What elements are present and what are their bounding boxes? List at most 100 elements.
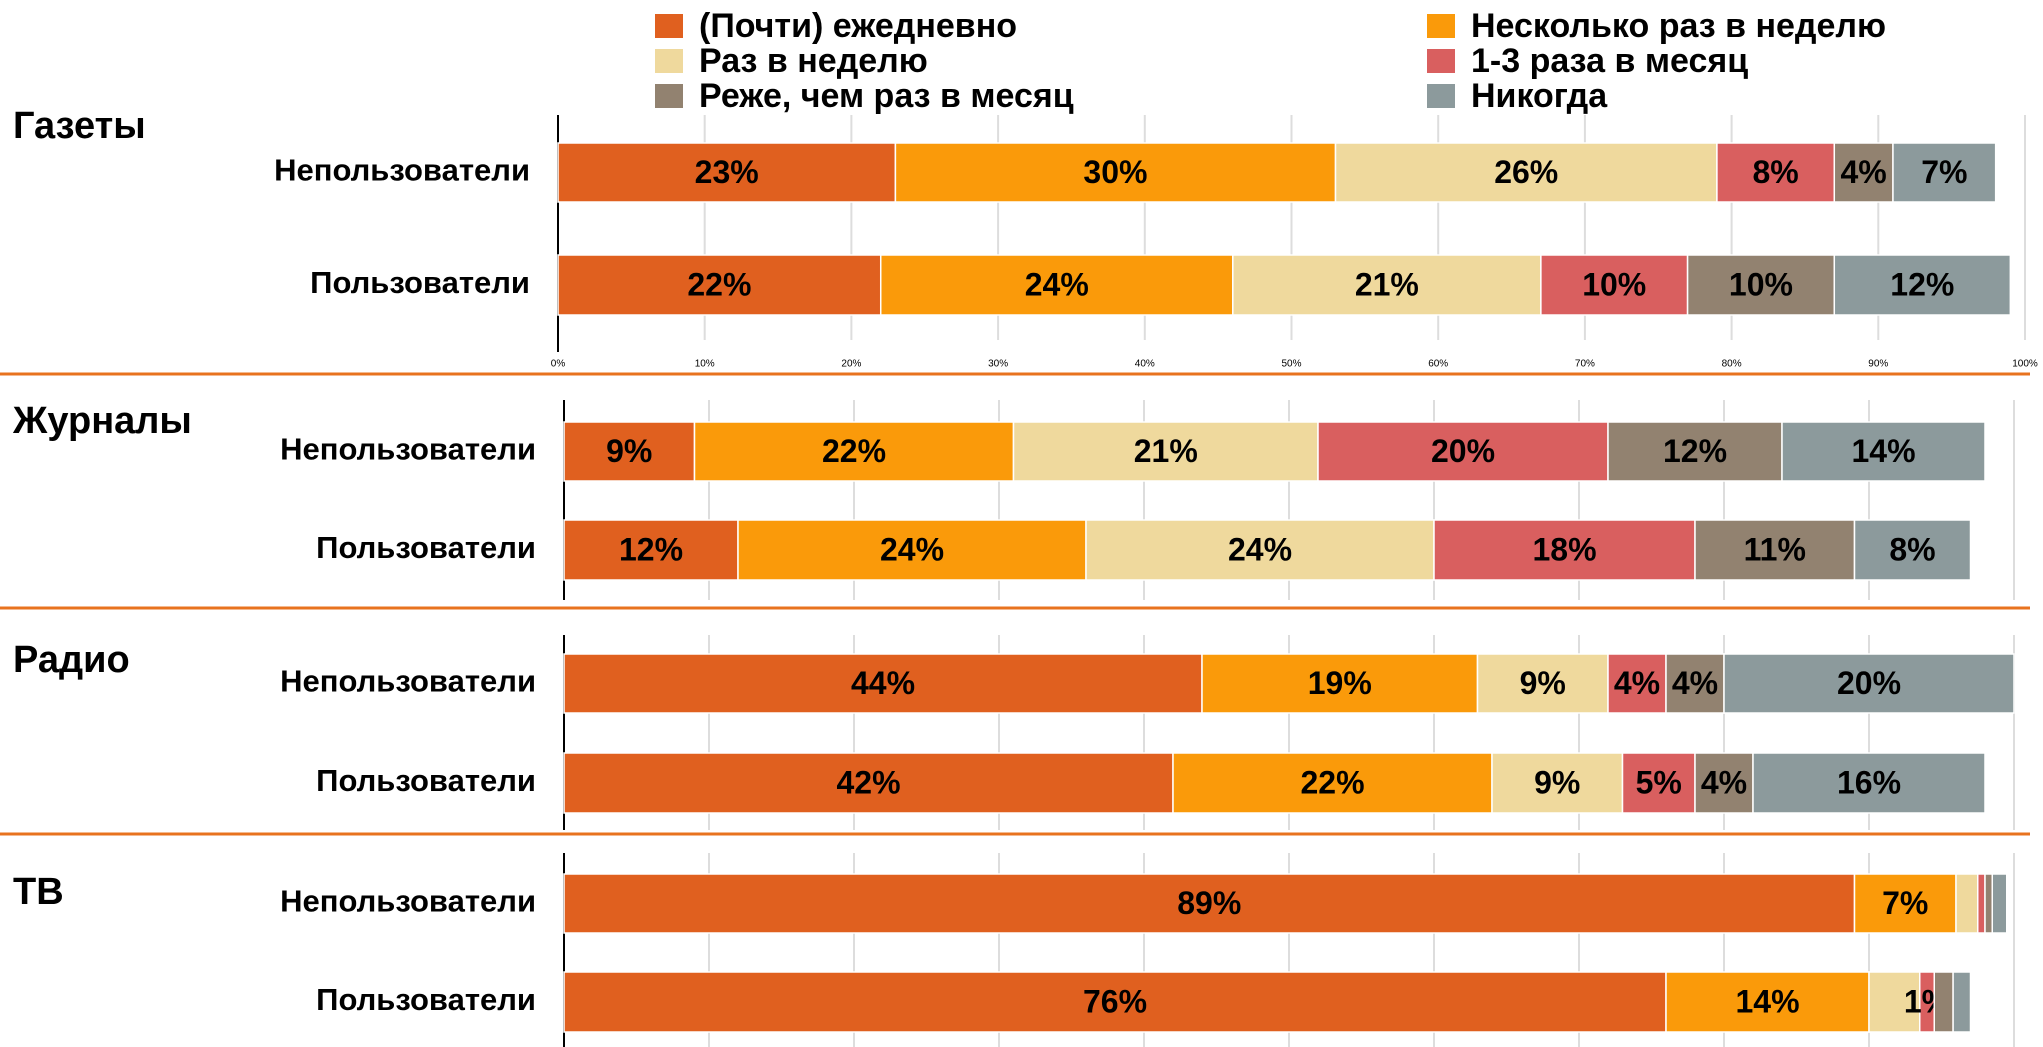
value-label: 4% <box>1701 764 1747 800</box>
value-label: 9% <box>1534 764 1580 800</box>
category-label: Непользователи <box>280 884 536 919</box>
value-label: 24% <box>880 531 944 567</box>
value-label: 4% <box>1614 665 1660 701</box>
bar-segment <box>1991 873 2008 934</box>
x-tick-label: 100% <box>2012 359 2038 370</box>
value-label: 4% <box>1841 154 1887 190</box>
x-tick-label: 0% <box>551 359 566 370</box>
bar-segment <box>557 254 882 316</box>
bar-segment <box>894 142 1337 203</box>
bar-segment <box>1752 752 1986 814</box>
bar-segment <box>1833 142 1894 203</box>
value-label: 76% <box>1083 983 1147 1019</box>
category-label: Непользователи <box>280 664 536 699</box>
value-label: 12% <box>619 531 683 567</box>
bar-segment <box>557 142 897 203</box>
bar-segment <box>1334 142 1718 203</box>
bar-segment <box>1977 873 1986 934</box>
bar-segment <box>693 421 1015 482</box>
x-tick-label: 80% <box>1722 359 1742 370</box>
bar-segment <box>1012 421 1319 482</box>
chart-title: Газеты <box>13 105 146 147</box>
bar-segment <box>1984 873 1993 934</box>
legend-swatch <box>1427 84 1455 108</box>
bar-segment <box>1955 873 1979 934</box>
value-label: 20% <box>1431 433 1495 469</box>
value-label: 7% <box>1921 154 1967 190</box>
bar-segment <box>1540 254 1689 316</box>
bar-segment <box>1686 254 1836 316</box>
bar-segment <box>1621 752 1696 814</box>
value-label: 24% <box>1025 266 1089 302</box>
bar-segment <box>563 653 1203 714</box>
value-label: 24% <box>1228 531 1292 567</box>
bar-segment <box>1952 971 1972 1033</box>
legend-swatch <box>1427 49 1455 73</box>
category-label: Пользователи <box>310 265 530 300</box>
legend-label: Несколько раз в неделю <box>1471 7 1886 45</box>
value-label: 9% <box>606 433 652 469</box>
bar-segment <box>1232 254 1542 316</box>
bar-segment <box>1476 653 1609 714</box>
value-label: 8% <box>1752 154 1798 190</box>
bar-segment <box>1833 254 2012 316</box>
legend-label: Раз в неделю <box>699 42 928 80</box>
legend-swatch <box>655 49 683 73</box>
legend-label: 1-3 раза в месяц <box>1471 42 1748 80</box>
value-label: 22% <box>687 266 751 302</box>
bar-segment <box>563 752 1174 814</box>
bar-segment <box>563 519 739 581</box>
value-label: 21% <box>1355 266 1419 302</box>
bar-segment <box>1716 142 1836 203</box>
chart-title: Журналы <box>12 400 192 442</box>
value-label: 23% <box>695 154 759 190</box>
value-label: 12% <box>1663 433 1727 469</box>
value-label: 18% <box>1532 531 1596 567</box>
value-label: 89% <box>1177 885 1241 921</box>
chart-title: Радио <box>13 639 130 681</box>
bar-segment <box>563 971 1667 1033</box>
legend-label: Никогда <box>1471 77 1608 115</box>
value-label: 16% <box>1837 764 1901 800</box>
bar-segment <box>1892 142 1997 203</box>
x-tick-label: 40% <box>1135 359 1155 370</box>
value-label: 11% <box>1744 531 1806 567</box>
bar-segment <box>1201 653 1479 714</box>
value-label: 10% <box>1729 266 1793 302</box>
category-label: Пользователи <box>316 763 536 798</box>
bar-segment <box>1607 421 1783 482</box>
value-label: 19% <box>1308 665 1372 701</box>
bar-segment <box>1933 971 1954 1033</box>
value-label: 10% <box>1582 266 1646 302</box>
x-tick-label: 70% <box>1575 359 1595 370</box>
category-label: Пользователи <box>316 982 536 1017</box>
value-label: 26% <box>1494 154 1558 190</box>
value-label: 21% <box>1134 433 1198 469</box>
legend-swatch <box>655 84 683 108</box>
category-label: Непользователи <box>280 432 536 467</box>
value-label: 7% <box>1882 885 1928 921</box>
value-label: 8% <box>1889 531 1935 567</box>
category-label: Пользователи <box>316 530 536 565</box>
x-tick-label: 30% <box>988 359 1008 370</box>
value-label: 42% <box>836 764 900 800</box>
bar-segment <box>563 873 1856 934</box>
bar-segment <box>1085 519 1435 581</box>
legend-label: (Почти) ежедневно <box>699 7 1017 45</box>
bar-segment <box>1853 519 1972 581</box>
bar-segment <box>1172 752 1493 814</box>
bar-segment <box>1694 752 1754 814</box>
x-tick-label: 10% <box>695 359 715 370</box>
value-label: 22% <box>1300 764 1364 800</box>
bar-segment <box>1868 971 1921 1033</box>
value-label: 12% <box>1890 266 1954 302</box>
legend-swatch <box>1427 14 1455 38</box>
value-label: 20% <box>1837 665 1901 701</box>
value-label: 4% <box>1672 665 1718 701</box>
legend-label: Реже, чем раз в месяц <box>699 77 1074 115</box>
bar-segment <box>1694 519 1856 581</box>
value-label: 30% <box>1083 154 1147 190</box>
chart-title: ТВ <box>13 871 64 913</box>
value-label: 14% <box>1851 433 1915 469</box>
